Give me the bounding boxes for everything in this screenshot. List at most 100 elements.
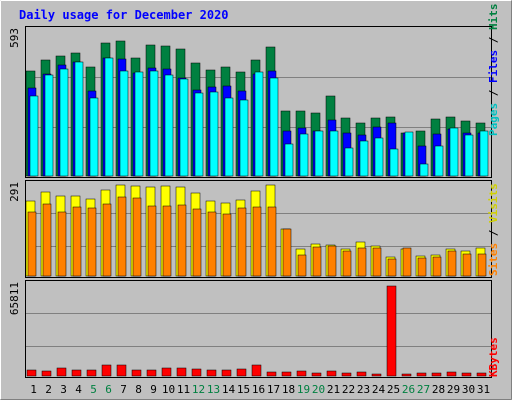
- bar-sites-day-6: [102, 203, 112, 277]
- x-tick-label-day-19: 19: [297, 383, 310, 396]
- bar-kbytes-day-27: [416, 372, 427, 377]
- ymax-label-visits-sites: 291: [8, 182, 21, 202]
- bar-kbytes-day-4: [71, 369, 82, 377]
- bar-kbytes-day-31: [476, 372, 487, 377]
- ymax-label-hits-files-pages: 593: [8, 28, 21, 48]
- bar-pages-day-15: [239, 99, 249, 177]
- bar-kbytes-day-18: [281, 371, 292, 377]
- bar-sites-day-27: [417, 257, 427, 277]
- x-tick-label-day-30: 30: [462, 383, 475, 396]
- bar-kbytes-day-30: [461, 372, 472, 377]
- legend-hits-files-pages: Pages / Files / Hits: [487, 4, 500, 137]
- bar-pages-day-1: [29, 95, 39, 177]
- x-tick-label-day-22: 22: [342, 383, 355, 396]
- x-tick-label-day-5: 5: [90, 383, 97, 396]
- bar-sites-day-24: [372, 247, 382, 277]
- legend-sep-1: /: [487, 89, 500, 96]
- chart-title: Daily usage for December 2020: [19, 8, 229, 22]
- x-tick-label-day-20: 20: [312, 383, 325, 396]
- legend-visits-sites: Sites / Visits: [487, 183, 500, 276]
- bar-sites-day-26: [402, 247, 412, 277]
- bar-pages-day-2: [44, 74, 54, 177]
- bar-kbytes-day-29: [446, 371, 457, 377]
- bar-pages-day-26: [404, 131, 414, 177]
- bar-pages-day-27: [419, 163, 429, 177]
- bar-pages-day-11: [179, 78, 189, 177]
- bar-sites-day-18: [282, 228, 292, 277]
- bar-sites-day-25: [387, 258, 397, 277]
- bar-kbytes-day-13: [206, 369, 217, 377]
- x-tick-label-day-17: 17: [267, 383, 280, 396]
- x-tick-label-day-4: 4: [75, 383, 82, 396]
- bar-kbytes-day-26: [401, 373, 412, 377]
- bar-kbytes-day-23: [356, 371, 367, 377]
- bar-marks: [25, 40, 489, 377]
- bar-sites-day-31: [477, 253, 487, 277]
- bar-pages-day-18: [284, 143, 294, 177]
- bar-pages-day-24: [374, 137, 384, 177]
- panel-frame-visits-sites: [25, 180, 492, 278]
- x-tick-label-day-25: 25: [387, 383, 400, 396]
- x-tick-label-day-12: 12: [192, 383, 205, 396]
- bar-sites-day-8: [132, 197, 142, 277]
- legend-visits: Visits: [487, 183, 500, 223]
- bar-pages-day-29: [449, 127, 459, 177]
- x-tick-label-day-24: 24: [372, 383, 386, 396]
- x-tick-label-day-1: 1: [30, 383, 37, 396]
- bar-pages-day-22: [344, 147, 354, 177]
- legend-pages: Pages: [487, 103, 500, 136]
- bar-sites-day-12: [192, 208, 202, 277]
- bar-sites-day-9: [147, 205, 157, 277]
- x-tick-label-day-6: 6: [105, 383, 112, 396]
- x-tick-label-day-26: 26: [402, 383, 415, 396]
- bar-kbytes-day-11: [176, 367, 187, 377]
- bar-pages-day-21: [329, 130, 339, 177]
- bar-pages-day-12: [194, 92, 204, 177]
- x-tick-label-day-31: 31: [477, 383, 490, 396]
- bar-kbytes-day-6: [101, 364, 112, 377]
- bar-kbytes-day-2: [41, 370, 52, 377]
- x-tick-label-day-9: 9: [150, 383, 157, 396]
- bar-pages-day-31: [479, 130, 489, 177]
- panel-frame-hits-files-pages: [25, 26, 492, 178]
- x-tick-label-day-29: 29: [447, 383, 460, 396]
- bar-sites-day-17: [267, 206, 277, 277]
- bar-sites-day-21: [327, 245, 337, 277]
- x-tick-label-day-8: 8: [135, 383, 142, 396]
- bar-kbytes-day-12: [191, 368, 202, 377]
- legend-sites: Sites: [487, 243, 500, 276]
- bar-sites-day-3: [57, 211, 67, 277]
- bar-pages-day-5: [89, 97, 99, 177]
- x-tick-label-day-10: 10: [162, 383, 175, 396]
- bar-kbytes-day-19: [296, 370, 307, 377]
- x-tick-label-day-18: 18: [282, 383, 295, 396]
- bar-sites-day-5: [87, 207, 97, 277]
- bar-sites-day-29: [447, 250, 457, 277]
- bar-pages-day-20: [314, 130, 324, 177]
- bar-sites-day-16: [252, 206, 262, 277]
- x-tick-label-day-2: 2: [45, 383, 52, 396]
- legend-kbytes: KBytes: [487, 337, 500, 377]
- bar-pages-day-4: [74, 61, 84, 177]
- bar-kbytes-day-5: [86, 369, 97, 377]
- bar-pages-day-6: [104, 57, 114, 177]
- bar-pages-day-7: [119, 70, 129, 177]
- bar-pages-day-8: [134, 71, 144, 177]
- x-tick-label-day-16: 16: [252, 383, 265, 396]
- bar-kbytes-day-15: [236, 368, 247, 377]
- x-tick-label-day-14: 14: [222, 383, 236, 396]
- bar-pages-day-10: [164, 74, 174, 177]
- bar-kbytes-day-22: [341, 372, 352, 377]
- legend-sep-2: /: [487, 36, 500, 43]
- bar-kbytes-day-1: [26, 369, 37, 377]
- bar-sites-day-1: [27, 211, 37, 277]
- bar-sites-day-2: [42, 203, 52, 277]
- bar-pages-day-16: [254, 71, 264, 177]
- x-tick-label-day-23: 23: [357, 383, 370, 396]
- bar-pages-day-30: [464, 134, 474, 177]
- bar-sites-day-10: [162, 205, 172, 277]
- bar-kbytes-day-25: [386, 285, 397, 377]
- legend-hits: Hits: [487, 4, 500, 31]
- grid-kbytes: [26, 313, 491, 347]
- bar-kbytes-day-14: [221, 369, 232, 377]
